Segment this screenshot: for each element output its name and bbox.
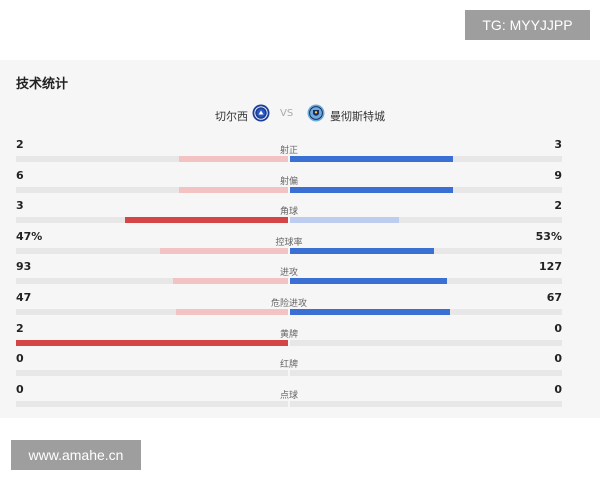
away-bar-fill xyxy=(290,217,399,224)
home-stat-value: 47% xyxy=(16,229,43,243)
away-stat-value: 0 xyxy=(554,382,562,396)
stat-label: 点球 xyxy=(279,390,298,401)
away-bar-fill xyxy=(290,278,448,285)
home-bar-fill xyxy=(179,156,288,162)
home-bar-track xyxy=(16,247,288,254)
stat-row: 2 射正 3 xyxy=(0,138,600,168)
away-bar-track xyxy=(290,370,562,377)
home-bar-fill xyxy=(179,186,288,193)
away-bar-track xyxy=(290,247,562,254)
stat-row: 3 角球 2 xyxy=(0,199,600,229)
home-stat-value: 2 xyxy=(16,321,24,335)
stat-label: 射正 xyxy=(279,146,298,156)
home-bar-track xyxy=(16,156,288,162)
away-stat-value: 2 xyxy=(554,199,562,213)
away-stat-value: 67 xyxy=(546,291,562,304)
home-stat-value: 47 xyxy=(16,291,32,304)
stat-label: 控球率 xyxy=(275,237,303,248)
away-bar-fill xyxy=(290,186,454,193)
stat-row: 0 点球 0 xyxy=(0,383,600,413)
match-header: 切尔西 VS 曼彻斯特城 xyxy=(0,103,600,127)
away-team-name: 曼彻斯特城 xyxy=(330,110,385,123)
away-stat-value: 3 xyxy=(554,138,562,151)
panel-title: 技术统计 xyxy=(16,77,69,92)
home-stat-value: 0 xyxy=(16,382,24,396)
stat-label: 危险进攻 xyxy=(270,299,307,309)
away-bar-track xyxy=(290,278,562,285)
stat-row: 47 危险进攻 67 xyxy=(0,291,600,321)
home-bar-fill xyxy=(175,309,288,315)
home-bar-fill xyxy=(160,247,288,254)
home-bar-track xyxy=(16,370,288,377)
home-stat-value: 0 xyxy=(16,352,24,366)
away-stat-value: 0 xyxy=(554,321,562,335)
stat-row: 2 黄牌 0 xyxy=(0,322,600,352)
home-bar-track xyxy=(16,186,288,193)
home-stat-value: 6 xyxy=(16,168,24,182)
home-bar-fill xyxy=(173,278,288,285)
home-stat-value: 2 xyxy=(16,138,24,151)
home-bar-track xyxy=(16,217,288,224)
away-bar-fill xyxy=(290,309,450,315)
away-bar-track xyxy=(290,309,562,315)
home-bar-track xyxy=(16,309,288,315)
watermark-bottom: www.amahe.cn xyxy=(11,440,141,470)
stat-row: 0 红牌 0 xyxy=(0,352,600,382)
stats-panel: 技术统计 切尔西 VS 曼彻斯特城 2 射正 3 6 射偏 9 3 角球 2 47% 控球率 53% 9… xyxy=(0,60,600,418)
watermark-top: TG: MYYJJPP xyxy=(465,10,590,40)
home-bar-fill xyxy=(124,217,288,224)
chelsea-crest-icon xyxy=(252,104,270,122)
away-bar-track xyxy=(290,400,562,407)
stat-label: 射偏 xyxy=(279,176,298,187)
away-bar-fill xyxy=(290,156,454,162)
away-stat-value: 0 xyxy=(554,352,562,366)
away-bar-track xyxy=(290,186,562,193)
away-bar-track xyxy=(290,217,562,224)
stat-row: 6 射偏 9 xyxy=(0,169,600,199)
away-bar-track xyxy=(290,156,562,162)
stat-label: 黄牌 xyxy=(279,329,298,340)
home-bar-track xyxy=(16,339,288,346)
stat-row: 93 进攻 127 xyxy=(0,260,600,290)
home-bar-track xyxy=(16,278,288,285)
away-bar-fill xyxy=(290,247,435,254)
home-team-name: 切尔西 xyxy=(215,110,248,123)
home-bar-fill xyxy=(16,339,288,346)
home-stat-value: 93 xyxy=(16,260,32,274)
away-stat-value: 127 xyxy=(539,260,562,274)
stat-row: 47% 控球率 53% xyxy=(0,230,600,260)
away-stat-value: 53% xyxy=(535,229,562,243)
stat-label: 角球 xyxy=(279,207,298,218)
away-stat-value: 9 xyxy=(554,168,562,182)
home-stat-value: 3 xyxy=(16,199,24,213)
man-city-crest-icon xyxy=(307,104,325,122)
stat-label: 进攻 xyxy=(279,268,298,279)
stat-label: 红牌 xyxy=(279,360,298,371)
home-bar-track xyxy=(16,400,288,407)
away-bar-track xyxy=(290,339,562,346)
vs-label: VS xyxy=(280,108,294,119)
